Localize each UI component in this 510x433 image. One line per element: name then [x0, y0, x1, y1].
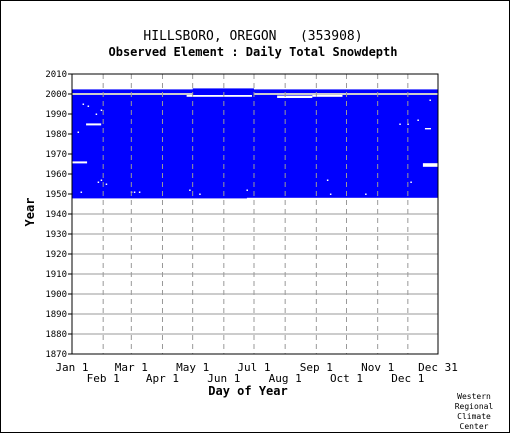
x-tick-label: Jul 1 — [237, 361, 270, 374]
missing-speck — [77, 131, 80, 133]
x-tick-label: Sep 1 — [300, 361, 333, 374]
missing-block — [186, 95, 252, 97]
missing-block — [422, 163, 438, 167]
x-tick-label: Oct 1 — [330, 372, 363, 385]
missing-speck — [329, 193, 332, 195]
missing-speck — [429, 99, 431, 101]
missing-block — [312, 95, 343, 97]
y-tick-label: 1960 — [45, 170, 67, 180]
x-axis-label: Day of Year — [208, 384, 287, 398]
x-tick-label: Dec 31 — [418, 361, 458, 374]
credit-line: Climate — [457, 412, 491, 421]
credit-block: Western Regional Climate Center — [455, 392, 494, 431]
missing-block — [277, 95, 313, 98]
missing-block — [246, 197, 438, 199]
y-tick-label: 1940 — [45, 210, 67, 220]
x-tick-label: Jan 1 — [55, 361, 88, 374]
credit-line: Western — [457, 392, 491, 401]
missing-speck — [246, 189, 248, 191]
y-tick-label: 1970 — [45, 150, 67, 160]
credit-line: Center — [460, 422, 489, 431]
credit-line: Regional — [455, 402, 494, 411]
missing-speck — [189, 189, 191, 191]
y-tick-label: 1980 — [45, 130, 67, 140]
x-tick-label: Dec 1 — [391, 372, 424, 385]
y-tick-label: 1890 — [45, 310, 67, 320]
missing-speck — [87, 105, 90, 107]
missing-speck — [82, 103, 85, 105]
missing-speck — [100, 109, 103, 111]
missing-speck — [133, 191, 136, 193]
x-tick-label: May 1 — [176, 361, 209, 374]
missing-speck — [95, 113, 98, 115]
missing-speck — [80, 191, 83, 193]
y-axis-label: Year — [23, 198, 37, 227]
x-tick-label: Feb 1 — [87, 372, 120, 385]
x-tick-label: Nov 1 — [361, 361, 394, 374]
chart-title: HILLSBORO, OREGON (353908) — [143, 29, 362, 44]
y-tick-label: 1880 — [45, 330, 67, 340]
chart-subtitle: Observed Element : Daily Total Snowdepth — [109, 45, 398, 59]
x-tick-label: Aug 1 — [269, 372, 302, 385]
data-block — [72, 95, 438, 199]
y-tick-label: 1870 — [45, 350, 67, 360]
x-tick-label: Jun 1 — [207, 372, 240, 385]
y-tick-label: 1950 — [45, 190, 67, 200]
x-tick-label: Apr 1 — [146, 372, 179, 385]
missing-speck — [199, 193, 201, 195]
missing-speck — [417, 119, 419, 121]
x-tick-label: Mar 1 — [115, 361, 148, 374]
missing-block — [72, 161, 88, 164]
y-tick-label: 1910 — [45, 270, 67, 280]
missing-speck — [399, 123, 401, 125]
missing-speck — [410, 181, 412, 183]
missing-speck — [100, 179, 103, 181]
data-block — [192, 88, 254, 95]
plot-area: 1870 1880 1890 1900 1910 1920 1930 1940 1950 1960… — [45, 70, 458, 385]
missing-speck — [105, 183, 108, 185]
missing-block — [424, 128, 431, 130]
y-tick-label: 1900 — [45, 290, 67, 300]
y-tick-label: 1990 — [45, 110, 67, 120]
y-tick-label: 1930 — [45, 230, 67, 240]
missing-speck — [138, 191, 141, 193]
y-tick-label: 2000 — [45, 90, 67, 100]
missing-speck — [97, 181, 100, 183]
y-tick-label: 2010 — [45, 70, 67, 80]
missing-speck — [407, 123, 409, 125]
data-block — [72, 89, 438, 93]
y-tick-label: 1920 — [45, 250, 67, 260]
missing-speck — [365, 193, 367, 195]
missing-block — [86, 123, 102, 126]
missing-speck — [326, 179, 329, 181]
